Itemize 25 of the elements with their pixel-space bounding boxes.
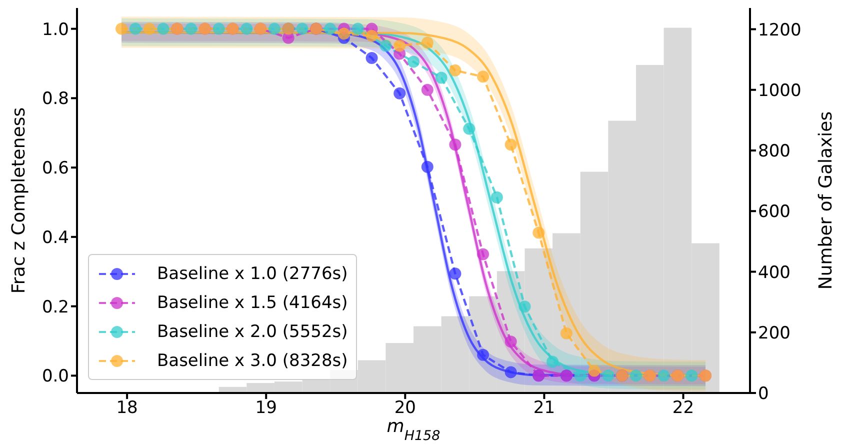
x-tick-label: 21 — [533, 398, 556, 418]
y2-tick-label: 1000 — [758, 80, 802, 101]
y-tick-label: 1.0 — [42, 20, 69, 40]
y-axis-title: Frac z Completeness — [8, 107, 30, 294]
y2-tick-label: 200 — [758, 323, 790, 344]
x-tick-label: 22 — [672, 398, 694, 418]
legend-label: Baseline x 1.5 (4164s) — [157, 292, 348, 312]
y2-tick-label: 600 — [758, 202, 790, 222]
y-tick-label: 0.0 — [42, 366, 69, 387]
y2-tick-label: 0 — [758, 384, 769, 404]
y2-tick-label: 1200 — [758, 20, 802, 40]
x-tick-label: 19 — [255, 398, 277, 418]
y-tick-label: 0.6 — [42, 158, 69, 179]
y-tick-label: 0.8 — [42, 89, 69, 110]
y-tick-label: 0.2 — [42, 297, 69, 318]
x-tick-label: 18 — [116, 398, 138, 418]
y2-axis-title: Number of Galaxies — [815, 111, 836, 290]
legend-label: Baseline x 2.0 (5552s) — [157, 322, 348, 342]
legend-label: Baseline x 1.0 (2776s) — [157, 264, 348, 284]
y2-tick-label: 800 — [758, 142, 790, 162]
x-tick-label: 20 — [394, 398, 416, 418]
legend-label: Baseline x 3.0 (8328s) — [157, 350, 348, 370]
x-axis-title: m$_{H158}$ — [386, 416, 440, 444]
y-tick-label: 0.4 — [42, 228, 69, 248]
y2-tick-label: 400 — [758, 262, 790, 283]
